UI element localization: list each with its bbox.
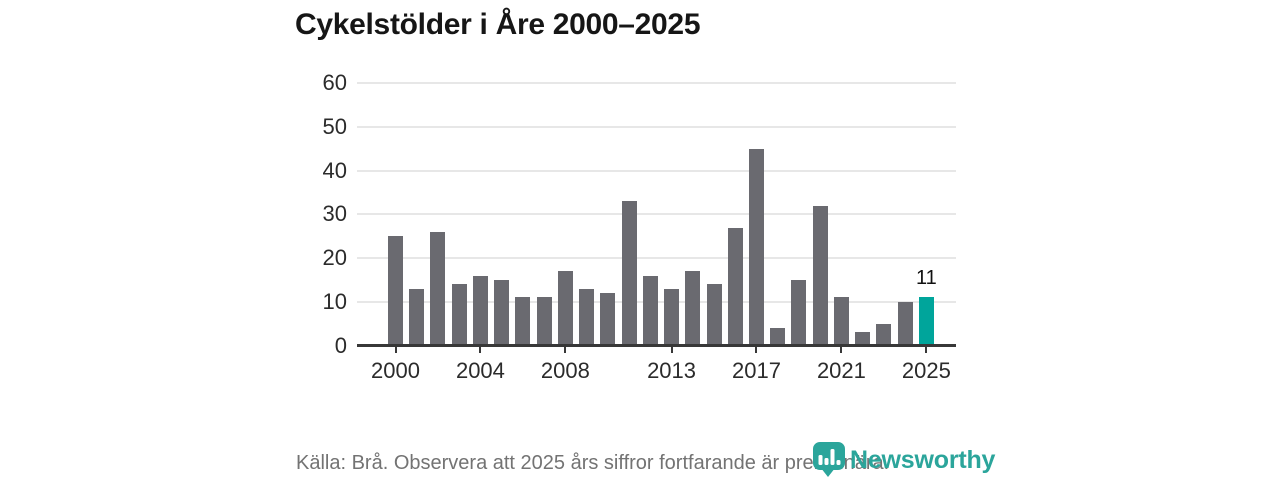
y-axis-tick-label: 50 — [322, 114, 347, 140]
bar-2023 — [876, 323, 892, 346]
gridline-y-20 — [357, 257, 956, 260]
x-axis-tick-label: 2004 — [455, 357, 505, 383]
bar-2011 — [621, 201, 637, 346]
x-axis-tick-label: 2008 — [540, 357, 590, 383]
bar-2024 — [897, 301, 913, 346]
gridline-y-50 — [357, 126, 956, 129]
bar-2003 — [451, 284, 467, 346]
x-axis-tick-2025 — [925, 347, 928, 353]
newsworthy-logo[interactable]: Newsworthy — [812, 441, 995, 478]
x-axis-tick-2004 — [479, 347, 482, 353]
bar-2019 — [791, 279, 807, 346]
bar-2017 — [748, 148, 764, 346]
newsworthy-bar-chart-pin-icon — [812, 441, 846, 478]
bar-2004 — [472, 275, 488, 346]
bar-2021 — [833, 297, 849, 346]
x-axis-line — [357, 344, 956, 347]
highlight-value-label: 11 — [915, 267, 937, 290]
newsworthy-wordmark: Newsworthy — [850, 445, 996, 474]
gridline-y-30 — [357, 213, 956, 216]
bar-2009 — [579, 288, 595, 346]
bar-2005 — [494, 279, 510, 346]
bar-2000 — [388, 236, 403, 346]
x-axis-tick-2000 — [394, 347, 397, 353]
bar-2006 — [515, 297, 531, 346]
bar-2015 — [706, 284, 722, 346]
chart-title: Cykelstölder i Åre 2000–2025 — [295, 8, 701, 41]
gridline-y-40 — [357, 169, 956, 172]
bar-2014 — [685, 271, 701, 346]
x-axis-tick-label: 2021 — [816, 357, 866, 383]
bar-2001 — [409, 288, 425, 346]
bar-2012 — [642, 275, 658, 346]
bar-2002 — [430, 231, 446, 346]
bar-2018 — [770, 328, 786, 346]
x-axis-tick-label: 2000 — [371, 357, 420, 383]
x-axis-tick-label: 2025 — [901, 357, 951, 383]
x-axis-tick-label: 2013 — [647, 357, 697, 383]
y-axis-tick-label: 0 — [334, 332, 347, 358]
x-axis-tick-2017 — [755, 347, 758, 353]
bar-2010 — [600, 293, 616, 346]
x-axis-tick-label: 2017 — [732, 357, 781, 383]
bar-2007 — [536, 297, 552, 346]
source-note: Källa: Brå. Observera att 2025 års siffr… — [296, 452, 890, 474]
y-axis-tick-label: 10 — [322, 288, 347, 314]
bar-2016 — [727, 227, 743, 346]
bar-2025 — [918, 297, 934, 346]
bar-2022 — [855, 332, 871, 346]
x-axis-tick-2008 — [564, 347, 567, 353]
y-axis-tick-label: 20 — [322, 245, 347, 271]
bar-2013 — [664, 288, 680, 346]
y-axis-tick-label: 30 — [322, 201, 347, 227]
bar-2008 — [557, 271, 573, 346]
x-axis-tick-2021 — [840, 347, 843, 353]
y-axis-tick-label: 40 — [322, 157, 347, 183]
gridline-y-60 — [357, 82, 956, 85]
y-axis-tick-label: 60 — [322, 70, 347, 96]
bar-2020 — [812, 205, 828, 346]
x-axis-tick-2013 — [670, 347, 673, 353]
